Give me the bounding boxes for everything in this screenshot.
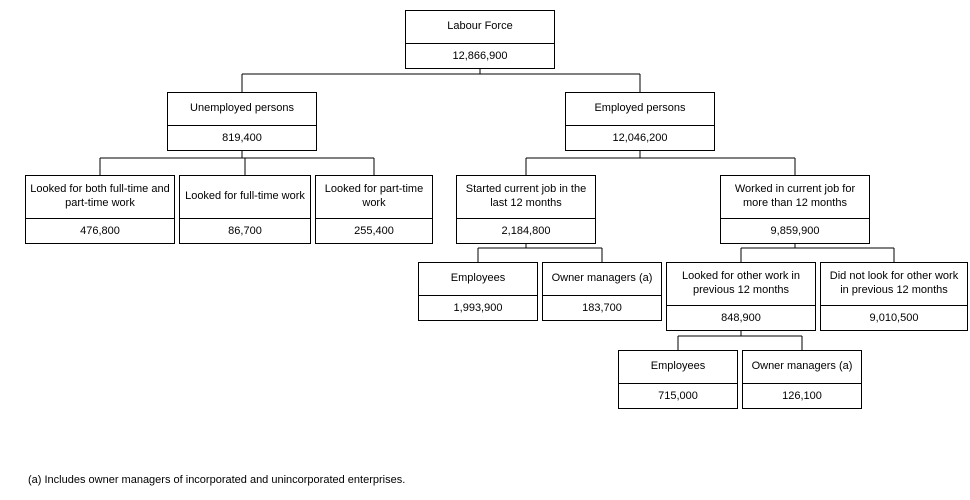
node-u1: Looked for both full-time and part-time … — [25, 175, 175, 244]
node-value: 848,900 — [667, 306, 815, 330]
node-label: Employed persons — [566, 93, 714, 126]
node-value: 715,000 — [619, 384, 737, 408]
node-value: 2,184,800 — [457, 219, 595, 243]
node-label: Did not look for other work in previous … — [821, 263, 967, 306]
node-label: Looked for both full-time and part-time … — [26, 176, 174, 219]
node-label: Labour Force — [406, 11, 554, 44]
node-value: 476,800 — [26, 219, 174, 243]
node-e2b: Did not look for other work in previous … — [820, 262, 968, 331]
node-label: Employees — [419, 263, 537, 296]
node-e2a: Looked for other work in previous 12 mon… — [666, 262, 816, 331]
node-label: Unemployed persons — [168, 93, 316, 126]
node-e1b: Owner managers (a)183,700 — [542, 262, 662, 321]
node-emp: Employed persons12,046,200 — [565, 92, 715, 151]
node-unemp: Unemployed persons819,400 — [167, 92, 317, 151]
node-label: Worked in current job for more than 12 m… — [721, 176, 869, 219]
node-e1a: Employees1,993,900 — [418, 262, 538, 321]
node-label: Looked for part-time work — [316, 176, 432, 219]
node-e2a1: Employees715,000 — [618, 350, 738, 409]
node-label: Employees — [619, 351, 737, 384]
node-label: Started current job in the last 12 month… — [457, 176, 595, 219]
node-u2: Looked for full-time work86,700 — [179, 175, 311, 244]
node-e2a2: Owner managers (a)126,100 — [742, 350, 862, 409]
node-label: Looked for full-time work — [180, 176, 310, 219]
node-label: Owner managers (a) — [543, 263, 661, 296]
node-label: Looked for other work in previous 12 mon… — [667, 263, 815, 306]
footnote: (a) Includes owner managers of incorpora… — [28, 474, 405, 486]
node-root: Labour Force12,866,900 — [405, 10, 555, 69]
node-e1: Started current job in the last 12 month… — [456, 175, 596, 244]
node-u3: Looked for part-time work255,400 — [315, 175, 433, 244]
node-value: 9,010,500 — [821, 306, 967, 330]
node-value: 1,993,900 — [419, 296, 537, 320]
node-value: 9,859,900 — [721, 219, 869, 243]
node-label: Owner managers (a) — [743, 351, 861, 384]
node-e2: Worked in current job for more than 12 m… — [720, 175, 870, 244]
node-value: 12,866,900 — [406, 44, 554, 68]
node-value: 183,700 — [543, 296, 661, 320]
node-value: 819,400 — [168, 126, 316, 150]
node-value: 86,700 — [180, 219, 310, 243]
node-value: 255,400 — [316, 219, 432, 243]
node-value: 126,100 — [743, 384, 861, 408]
node-value: 12,046,200 — [566, 126, 714, 150]
